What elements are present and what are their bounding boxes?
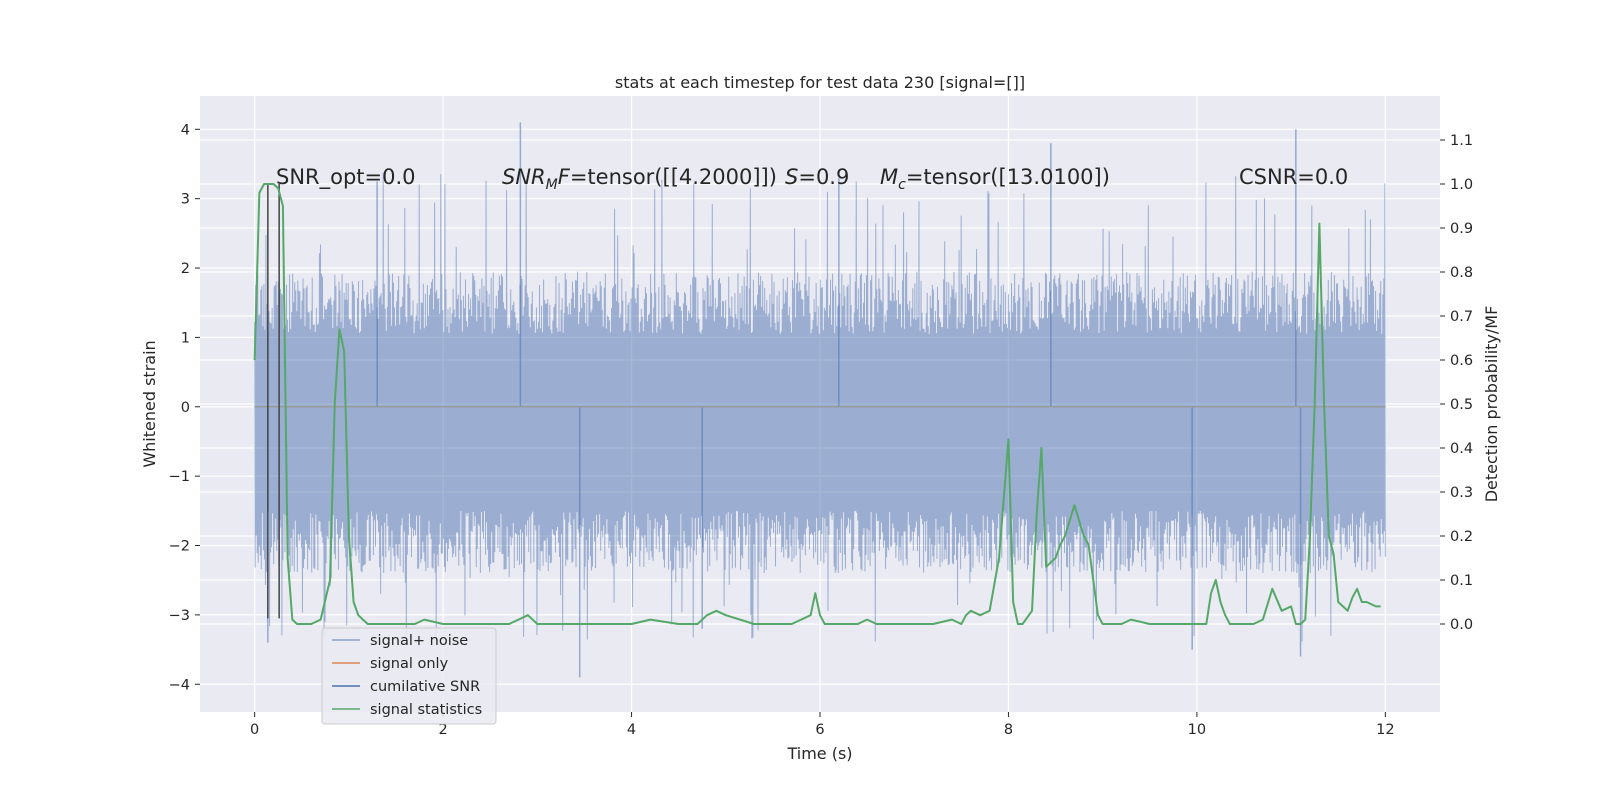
annotation-s: S=0.9 <box>785 165 849 189</box>
yr-tick-label-1: 0.1 <box>1450 573 1473 589</box>
chart-title: stats at each timestep for test data 230… <box>615 73 1025 92</box>
yr-tick-label-3: 0.3 <box>1450 485 1473 501</box>
yr-tick-label-5: 0.5 <box>1450 397 1473 413</box>
yl-tick-label-3: −1 <box>169 469 190 485</box>
yr-tick-label-7: 0.7 <box>1450 309 1473 325</box>
snr-mf-value: =tensor([[4.2000]]) <box>570 165 777 189</box>
yr-tick-label-8: 0.8 <box>1450 265 1473 281</box>
y-right-axis-label: Detection probability/MF <box>1482 306 1501 503</box>
legend-label-cumilative-snr: cumilative SNR <box>370 679 480 695</box>
yr-tick-label-4: 0.4 <box>1450 441 1473 457</box>
legend-box <box>321 627 497 725</box>
y-left-axis-ticks: −4 −3 −2 −1 0 1 2 3 4 <box>169 122 200 693</box>
yl-tick-label-1: −3 <box>169 608 190 624</box>
legend: signal+ noise signal only cumilative SNR… <box>321 627 497 725</box>
signal-statistics-series <box>253 183 1381 625</box>
yl-tick-label-8: 4 <box>181 122 190 138</box>
x-tick-label-4: 8 <box>1004 722 1013 738</box>
annotation-csnr: CSNR=0.0 <box>1239 165 1348 189</box>
annotation-snr-mf: SNRMF=tensor([[4.2000]]) <box>502 165 777 193</box>
mc-label: M <box>880 165 898 189</box>
yl-tick-label-2: −2 <box>169 539 190 555</box>
yr-tick-label-0: 0.0 <box>1450 617 1473 633</box>
x-tick-label-1: 2 <box>438 722 447 738</box>
yl-tick-label-4: 0 <box>181 400 190 416</box>
annotation-mc: Mc=tensor([13.0100]) <box>880 165 1110 193</box>
legend-label-signal-noise: signal+ noise <box>370 633 468 649</box>
legend-label-signal-only: signal only <box>370 656 449 672</box>
y-right-axis-ticks: 0.0 0.1 0.2 0.3 0.4 0.5 0.6 0.7 0.8 0.9 1.0 1.1 <box>1440 133 1473 633</box>
s-value: =0.9 <box>798 165 849 189</box>
annotation-snr-opt: SNR_opt=0.0 <box>276 165 416 190</box>
y-left-axis-label: Whitened strain <box>140 340 159 467</box>
x-axis-label: Time (s) <box>786 744 852 763</box>
yr-tick-label-9: 0.9 <box>1450 221 1473 237</box>
s-label: S <box>785 165 798 189</box>
yl-tick-label-7: 3 <box>181 192 190 208</box>
signal-statistics-line <box>253 183 1381 625</box>
snr-mf-suffix: F <box>558 165 571 189</box>
x-axis-ticks: 0 2 4 6 8 10 12 <box>250 712 1395 738</box>
mc-value: =tensor([13.0100]) <box>906 165 1110 189</box>
yr-tick-label-2: 0.2 <box>1450 529 1473 545</box>
mc-sub: c <box>898 177 906 193</box>
snr-mf-sub: M <box>546 177 558 193</box>
yl-tick-label-5: 1 <box>181 330 190 346</box>
yl-tick-label-6: 2 <box>181 261 190 277</box>
yr-tick-label-10: 1.0 <box>1450 177 1473 193</box>
x-tick-label-0: 0 <box>250 722 259 738</box>
marker-lines <box>267 184 280 619</box>
x-tick-label-2: 4 <box>627 722 636 738</box>
x-tick-label-6: 12 <box>1376 722 1394 738</box>
noise-line <box>254 172 1386 642</box>
yl-tick-label-0: −4 <box>169 677 190 693</box>
snr-mf-prefix: SNR <box>502 165 546 189</box>
x-tick-label-3: 6 <box>815 722 824 738</box>
x-tick-label-5: 10 <box>1188 722 1206 738</box>
yr-tick-label-6: 0.6 <box>1450 353 1473 369</box>
yr-tick-label-11: 1.1 <box>1450 133 1473 149</box>
legend-label-signal-statistics: signal statistics <box>370 702 482 718</box>
